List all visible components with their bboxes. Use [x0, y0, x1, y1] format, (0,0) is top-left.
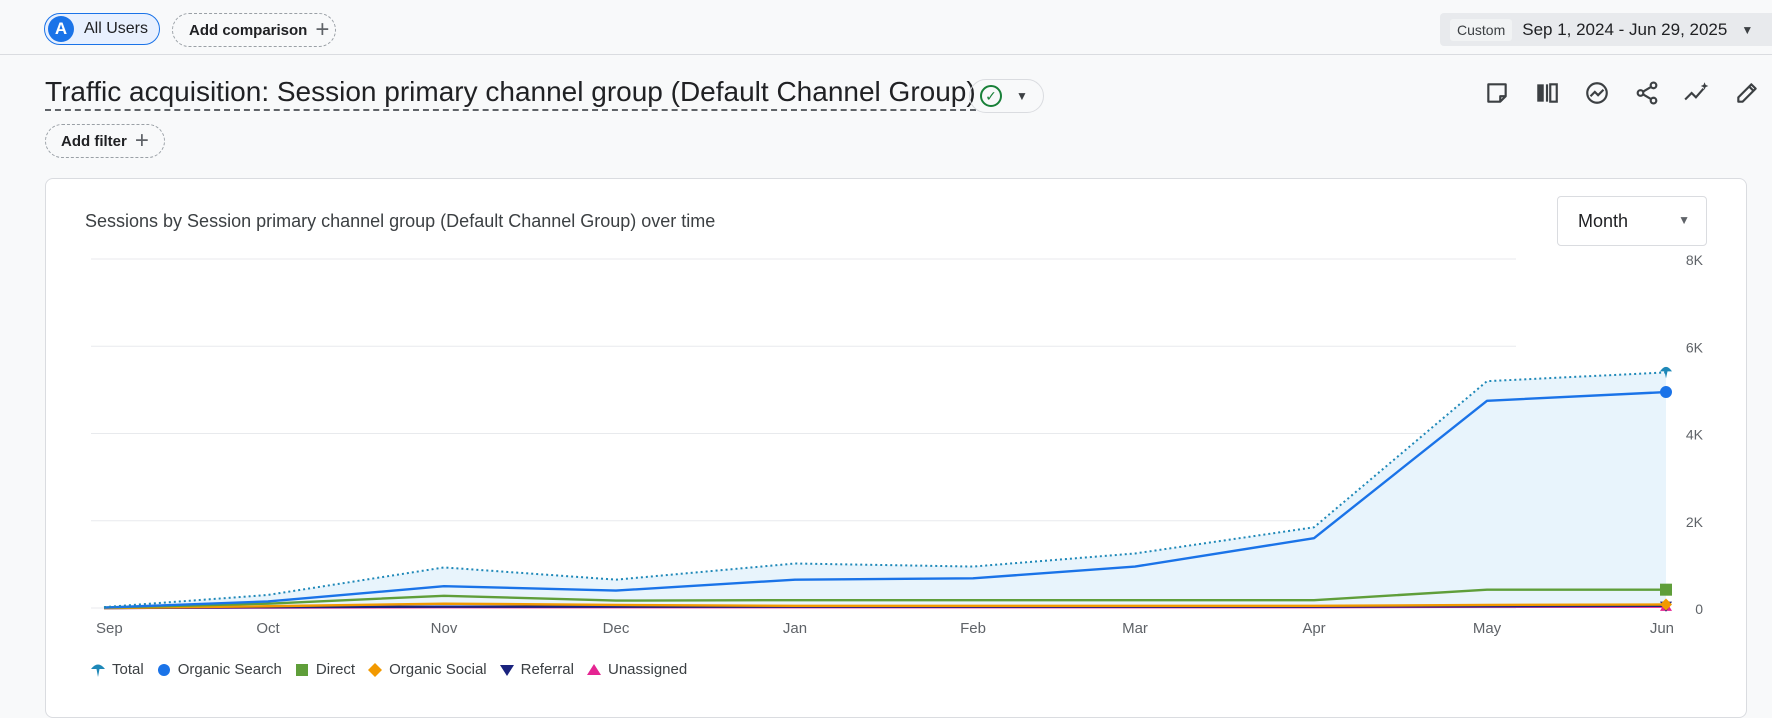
x-tick-label: Dec [603, 620, 630, 637]
compare-columns-icon[interactable] [1530, 76, 1564, 110]
legend-item[interactable]: Unassigned [586, 661, 687, 678]
legend-label: Organic Search [177, 661, 282, 678]
series-end-marker-organic-search [1660, 386, 1672, 399]
note-icon[interactable] [1480, 76, 1514, 110]
square-icon [295, 663, 308, 676]
segment-label: All Users [84, 20, 149, 37]
page-title[interactable]: Traffic acquisition: Session primary cha… [45, 76, 976, 111]
pin-icon [91, 664, 105, 677]
legend-item[interactable]: Organic Search [156, 661, 282, 678]
series-line-organic-social [103, 602, 1667, 610]
share-icon[interactable] [1630, 76, 1664, 110]
legend-label: Direct [315, 661, 356, 678]
chevron-down-icon: ▼ [1678, 213, 1690, 227]
legend-label: Organic Social [389, 661, 487, 678]
chevron-down-icon: ▼ [1741, 22, 1754, 37]
legend-label: Unassigned [607, 661, 688, 678]
y-tick-label: 4K [1686, 427, 1704, 443]
total-area [104, 372, 1666, 608]
add-comparison-label: Add comparison [189, 21, 308, 39]
insights-icon[interactable] [1580, 76, 1614, 110]
x-tick-label: Jan [783, 620, 807, 637]
chart-legend: Total Organic Search Direct Organic Social R… [90, 661, 699, 678]
x-tick-label: Sep [96, 620, 123, 637]
series-line-organic-search [103, 390, 1667, 609]
legend-item[interactable]: Referral [499, 661, 574, 678]
chevron-down-icon: ▼ [1016, 89, 1028, 103]
x-tick-label: Feb [960, 620, 986, 637]
plus-icon: + [134, 127, 149, 154]
legend-item[interactable]: Direct [294, 661, 355, 678]
legend-item[interactable]: Total [90, 661, 144, 678]
y-tick-label: 0 [1695, 601, 1703, 617]
top-bar: A All Users Add comparison + Custom Sep … [0, 0, 1772, 55]
granularity-select[interactable]: Month ▼ [1557, 196, 1707, 246]
legend-label: Referral [520, 661, 574, 678]
diamond-icon [368, 662, 383, 677]
segment-avatar: A [48, 16, 74, 42]
chart-card: Sessions by Session primary channel grou… [45, 178, 1747, 718]
legend-item[interactable]: Organic Social [367, 661, 487, 678]
circle-icon [157, 663, 170, 676]
sessions-line-chart[interactable]: 0 2K 4K 6K 8K Sep Oct Nov Dec Jan Feb Mar Apr May Jun [46, 179, 1746, 649]
x-tick-label: May [1473, 620, 1502, 637]
y-tick-label: 6K [1686, 339, 1704, 355]
add-filter-button[interactable]: Add filter + [45, 124, 165, 158]
plus-icon: + [315, 16, 330, 43]
edit-icon[interactable] [1730, 76, 1764, 110]
series-end-marker-total [1660, 366, 1672, 379]
triangle-down-icon [499, 664, 514, 676]
triangle-up-icon [586, 663, 601, 675]
y-tick-label: 2K [1686, 514, 1704, 530]
series-line-direct [103, 588, 1666, 609]
y-tick-label: 8K [1686, 252, 1704, 268]
date-range-text: Sep 1, 2024 - Jun 29, 2025 [1522, 19, 1728, 39]
series-end-marker-organic-social [1660, 598, 1672, 611]
segment-chip-all-users[interactable]: A All Users [44, 13, 160, 45]
x-tick-label: Oct [256, 620, 280, 637]
add-comparison-button[interactable]: Add comparison + [172, 13, 336, 47]
chart-card-title: Sessions by Session primary channel grou… [85, 211, 716, 231]
x-tick-label: Apr [1302, 620, 1325, 637]
x-tick-label: Mar [1122, 620, 1148, 637]
granularity-value: Month [1578, 210, 1629, 231]
report-status-chip[interactable]: ✓ ▼ [969, 79, 1044, 113]
date-custom-badge: Custom [1450, 18, 1513, 41]
sparkle-icon[interactable] [1680, 76, 1714, 110]
x-tick-label: Nov [431, 620, 458, 637]
date-range-picker[interactable]: Custom Sep 1, 2024 - Jun 29, 2025 ▼ [1440, 13, 1772, 46]
legend-label: Total [112, 661, 144, 678]
add-filter-label: Add filter [61, 132, 127, 150]
series-end-marker-direct [1660, 583, 1672, 596]
x-tick-label: Jun [1650, 620, 1674, 637]
check-circle-icon: ✓ [980, 85, 1002, 107]
